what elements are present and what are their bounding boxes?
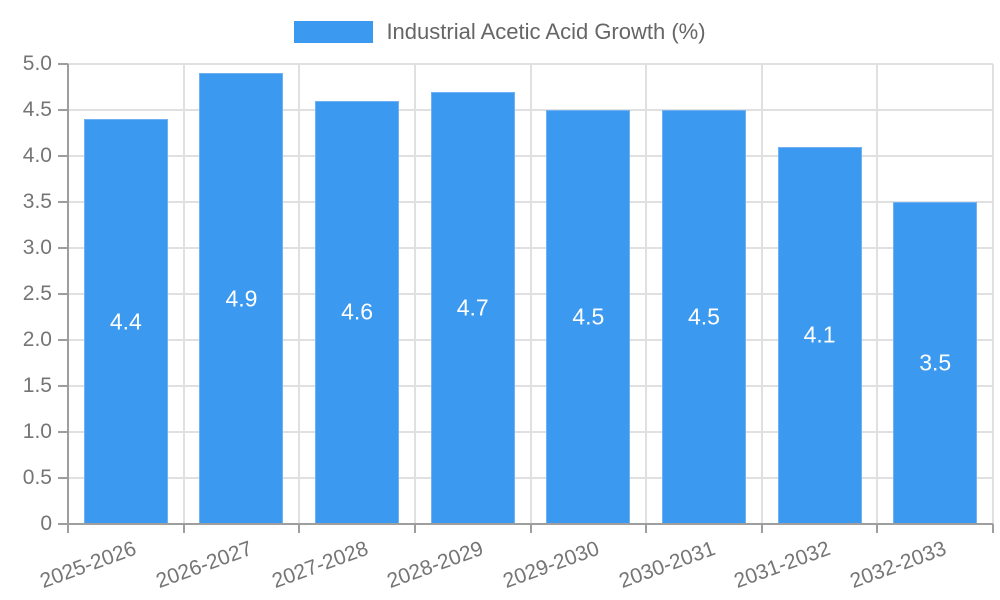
y-tick-label: 1.0 [22, 420, 52, 443]
y-tick [58, 293, 68, 295]
x-axis-line [58, 523, 993, 525]
x-tick [298, 524, 301, 533]
y-tick [58, 431, 68, 433]
bar-value-label: 3.5 [919, 349, 952, 376]
y-tick-label: 3.5 [22, 190, 52, 213]
bar-value-label: 4.1 [803, 321, 836, 348]
y-tick-label: 3.0 [22, 236, 52, 259]
bar-value-label: 4.7 [456, 294, 489, 321]
bar-2029-2030[interactable] [546, 110, 631, 524]
bar-2031-2032[interactable] [777, 146, 862, 524]
y-tick-label: 5.0 [22, 52, 52, 75]
y-tick [58, 109, 68, 111]
x-tick-label: 2031-2032 [731, 537, 834, 593]
x-tick-label: 2026-2027 [153, 537, 256, 593]
legend[interactable]: Industrial Acetic Acid Growth (%) [0, 12, 1000, 52]
x-gridline [992, 64, 994, 524]
x-tick-label: 2028-2029 [384, 537, 487, 593]
x-tick [645, 524, 648, 533]
y-tick [58, 247, 68, 249]
x-gridline [182, 64, 185, 524]
bar-value-label: 4.9 [225, 285, 258, 312]
x-tick-label: 2032-2033 [846, 537, 950, 593]
x-tick-label: 2030-2031 [615, 537, 718, 593]
y-tick-label: 4.0 [22, 144, 52, 167]
bar-2026-2027[interactable] [199, 73, 284, 524]
x-tick [992, 524, 994, 533]
bar-value-label: 4.5 [687, 303, 720, 330]
y-tick-label: 2.0 [22, 328, 52, 351]
x-gridline [529, 64, 532, 524]
x-gridline [645, 64, 648, 524]
y-axis-line [67, 64, 69, 533]
y-tick-label: 1.5 [22, 374, 52, 397]
y-tick [58, 477, 68, 479]
y-tick [58, 385, 68, 387]
y-tick-label: 4.5 [22, 98, 52, 121]
bar-value-label: 4.5 [572, 303, 605, 330]
bar-2030-2031[interactable] [661, 110, 746, 524]
y-tick-label: 0 [40, 512, 52, 535]
y-tick [58, 339, 68, 341]
x-gridline [298, 64, 301, 524]
y-tick-label: 0.5 [22, 466, 52, 489]
y-tick [58, 63, 68, 65]
bar-value-label: 4.4 [109, 308, 142, 335]
legend-label: Industrial Acetic Acid Growth (%) [386, 19, 706, 44]
x-tick [182, 524, 185, 533]
x-tick [413, 524, 416, 533]
bar-2032-2033[interactable] [893, 202, 978, 524]
x-gridline [413, 64, 416, 524]
x-tick [529, 524, 532, 533]
x-tick [876, 524, 879, 533]
x-tick-label: 2027-2028 [268, 537, 371, 593]
x-gridline [876, 64, 879, 524]
x-tick-label: 2029-2030 [499, 537, 603, 593]
x-tick-label: 2025-2026 [37, 537, 140, 593]
bar-value-label: 4.6 [341, 298, 374, 325]
y-tick [58, 201, 68, 203]
legend-swatch [294, 21, 374, 43]
x-gridline [760, 64, 763, 524]
y-tick [58, 155, 68, 157]
bar-2025-2026[interactable] [83, 119, 168, 524]
y-tick-label: 2.5 [22, 282, 52, 305]
x-tick [760, 524, 763, 533]
